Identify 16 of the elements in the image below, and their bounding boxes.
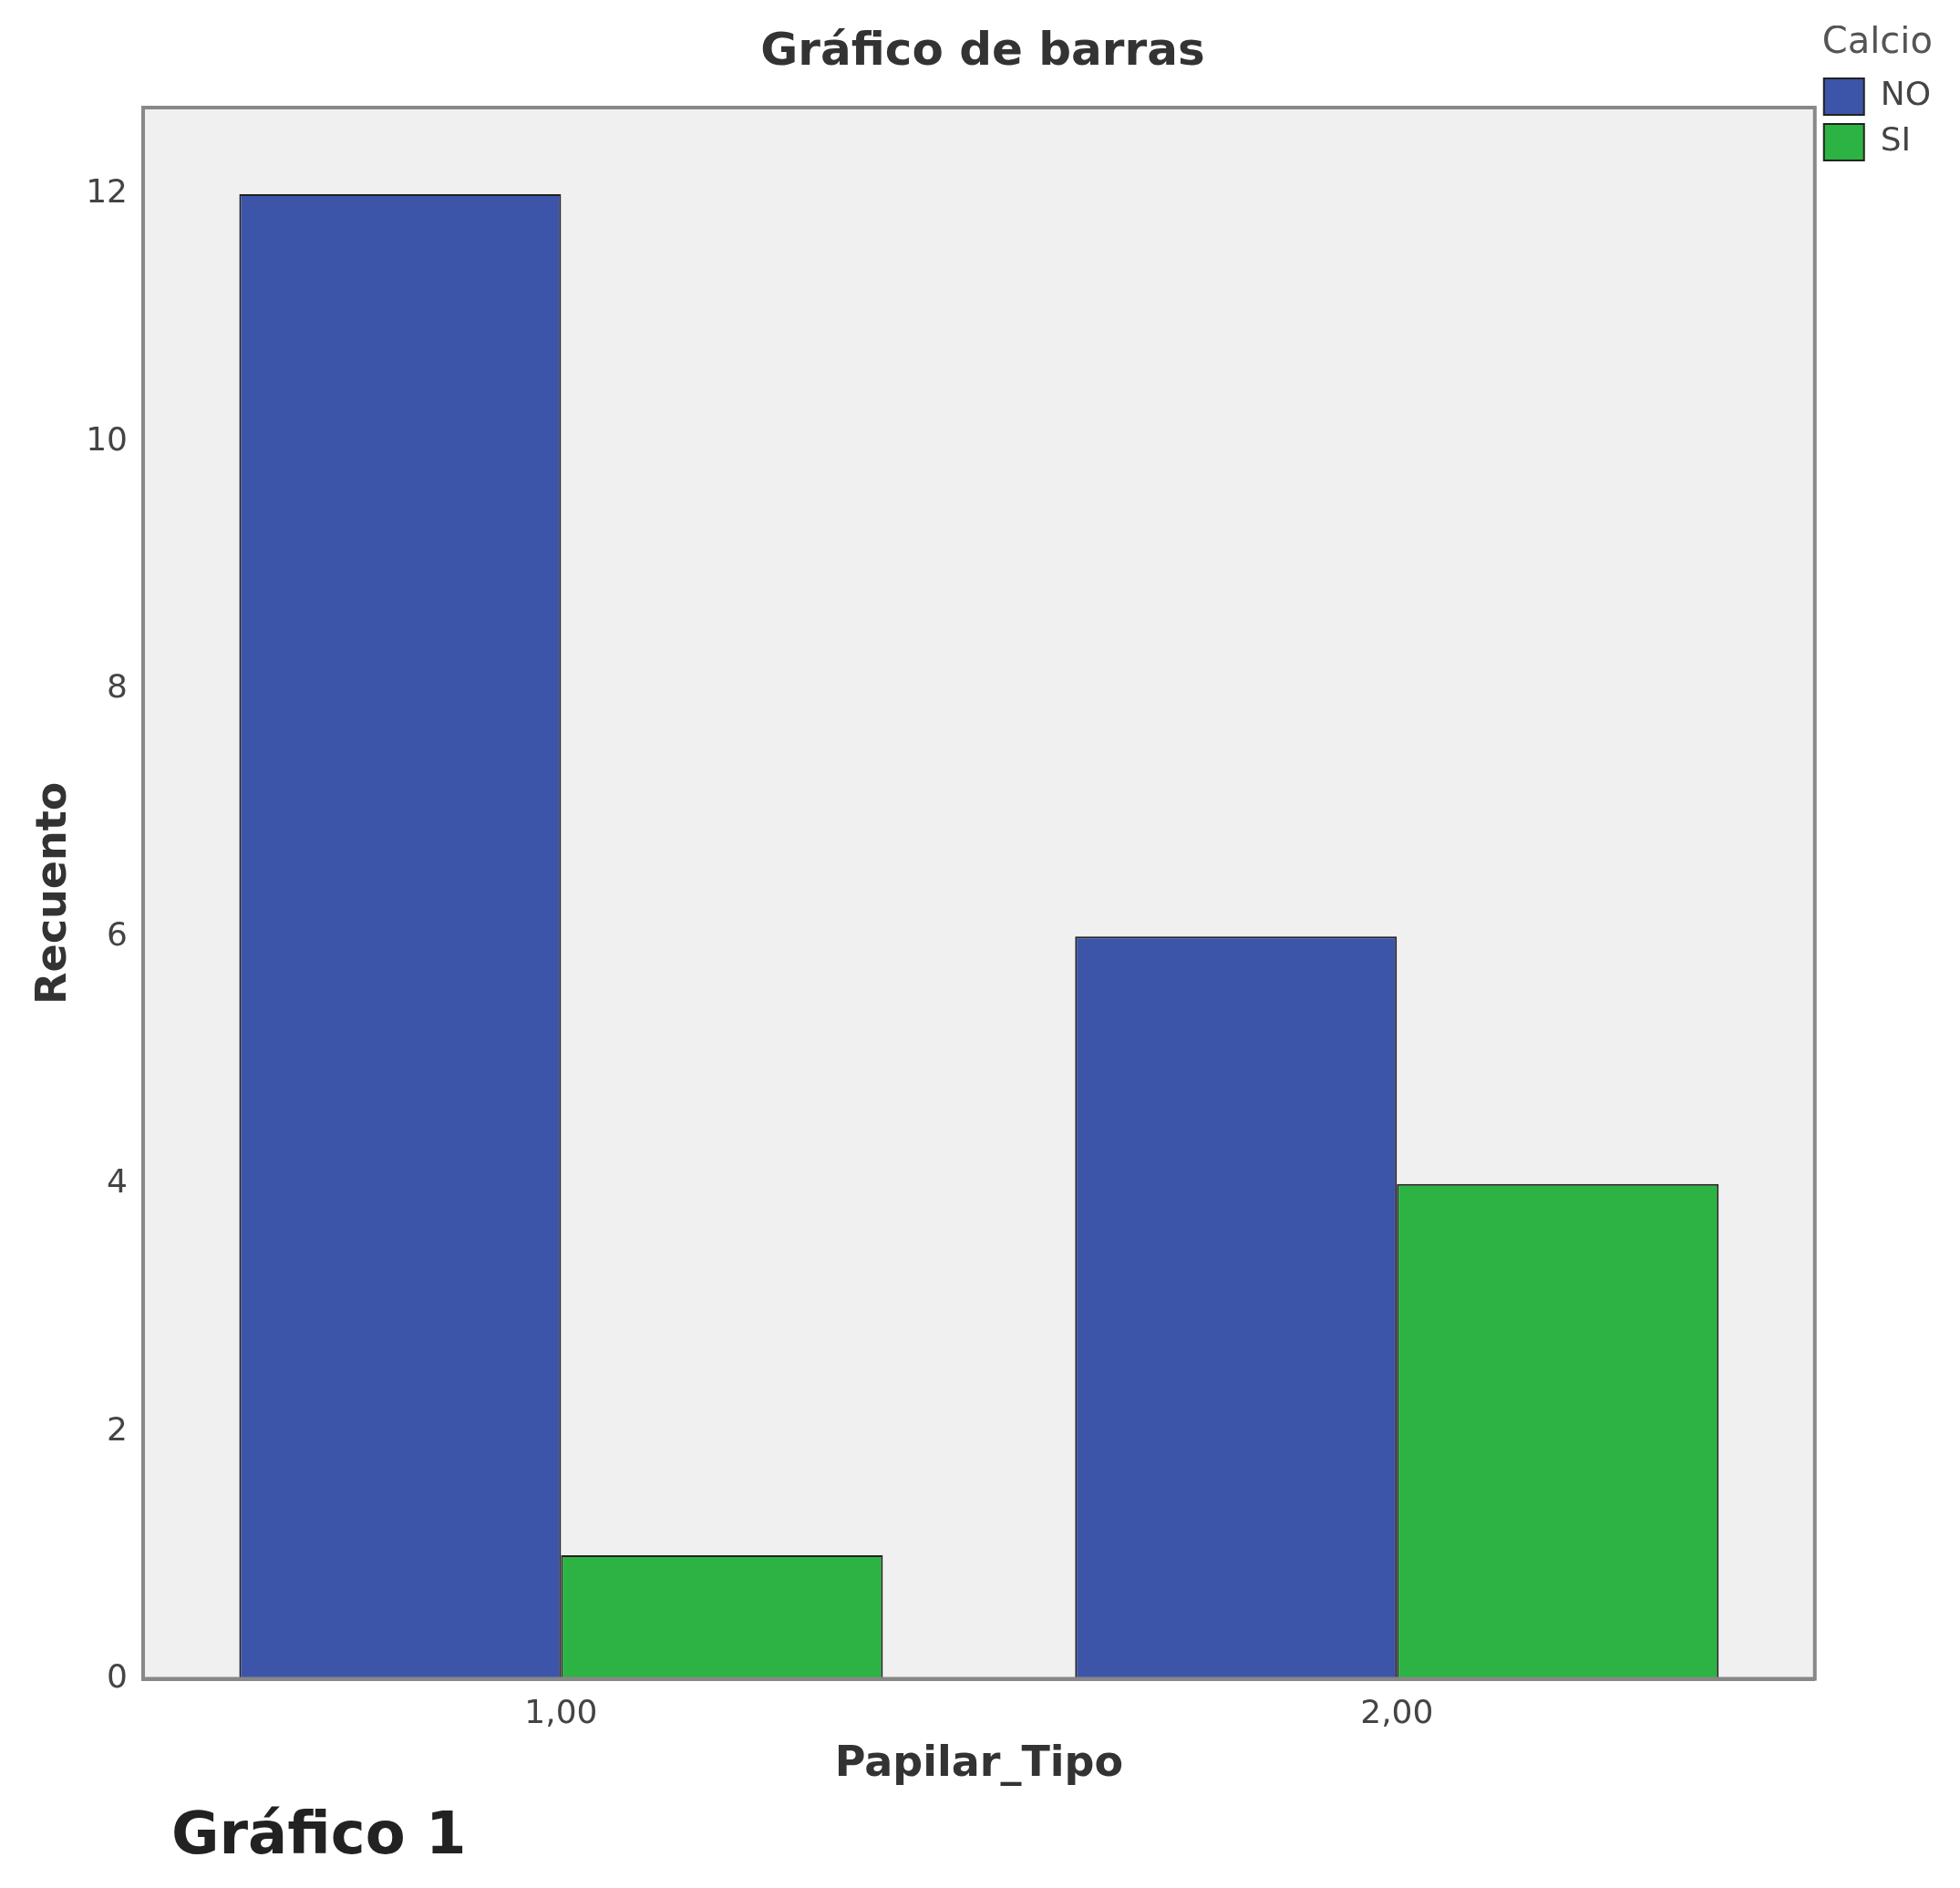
x-tick-label: 1,00: [524, 1692, 598, 1730]
y-tick-label: 4: [107, 1162, 129, 1201]
chart-title: Gráfico de barras: [760, 22, 1205, 76]
y-axis-title: Recuento: [26, 781, 76, 1005]
y-tick-label: 12: [86, 172, 129, 211]
y-tick-label: 6: [107, 914, 129, 953]
x-tick-label: 2,00: [1360, 1692, 1434, 1730]
legend-label: SI: [1880, 120, 1912, 159]
y-tick-label: 8: [107, 667, 129, 706]
y-tick-label: 2: [107, 1409, 129, 1448]
legend-title: Calcio: [1821, 19, 1933, 62]
legend-label: NO: [1880, 75, 1931, 113]
text: Gráfico 1: [171, 1799, 467, 1867]
y-tick-label: 0: [107, 1656, 129, 1695]
x-axis-title: Papilar_Tipo: [834, 1737, 1124, 1787]
y-tick-label: 10: [86, 419, 129, 458]
